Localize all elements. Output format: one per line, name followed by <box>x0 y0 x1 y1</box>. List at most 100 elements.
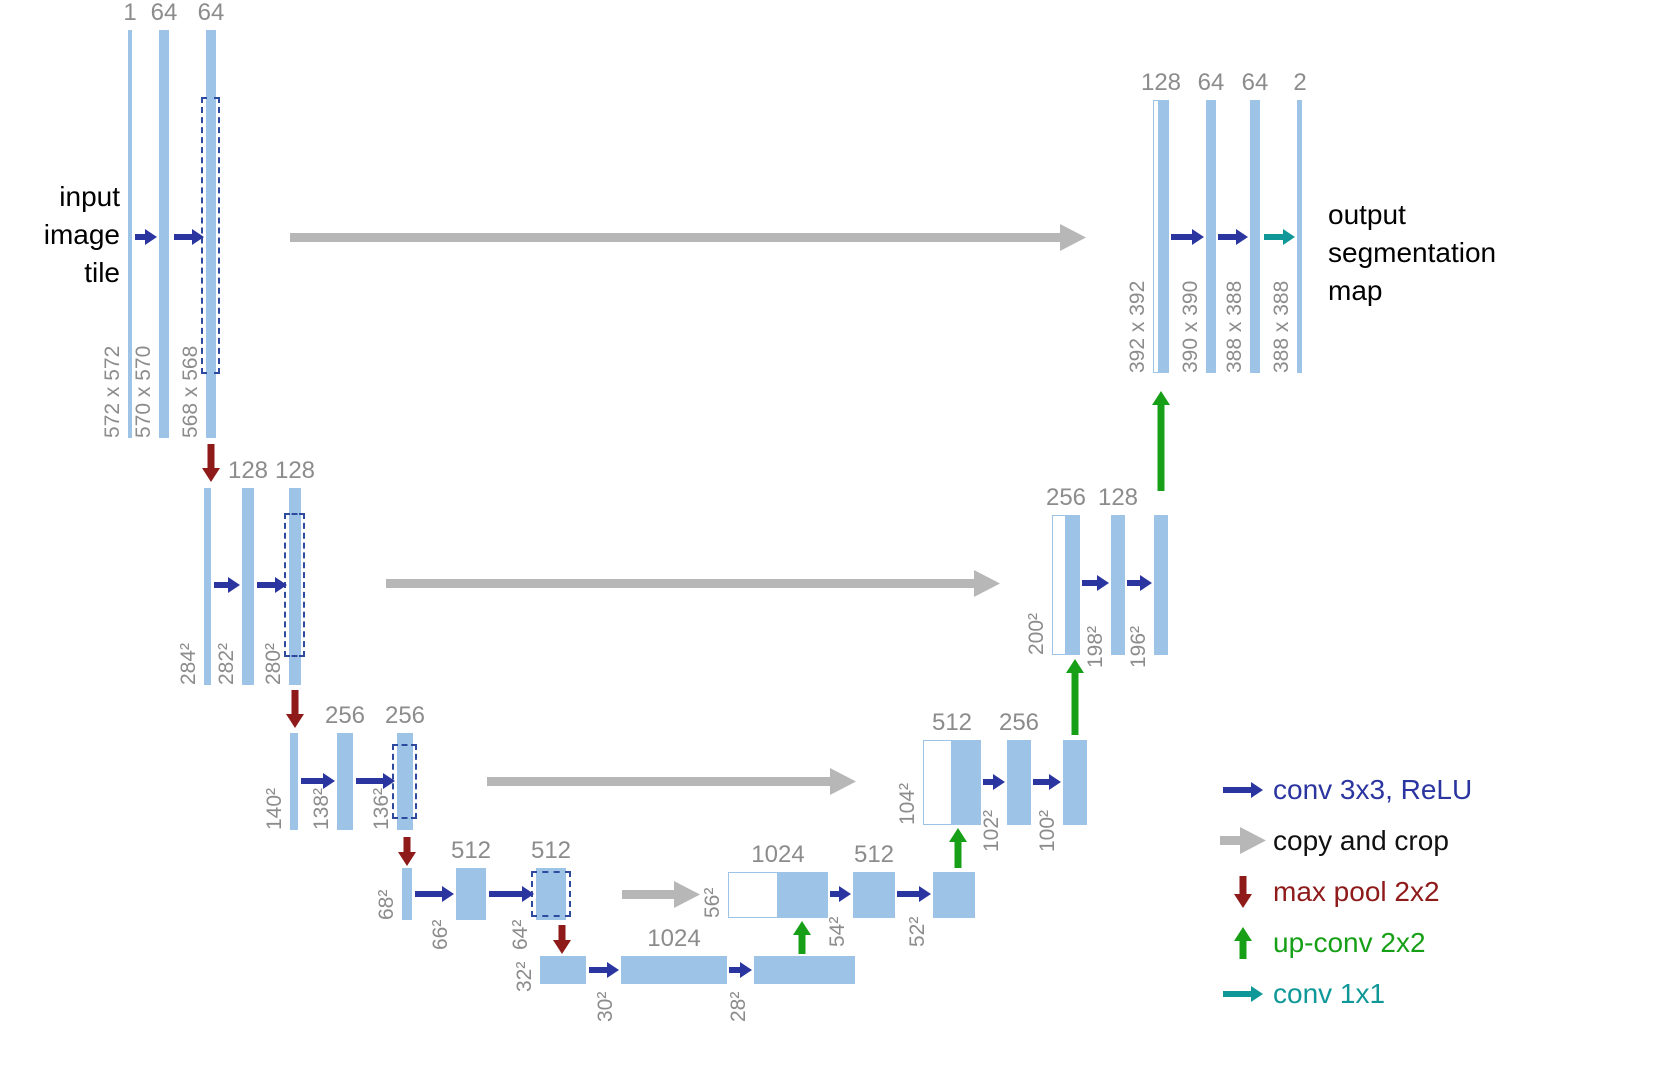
spatial-size-label: 140² <box>263 787 286 830</box>
conv1x1-arrow <box>1264 229 1295 245</box>
conv3x3-arrow <box>983 774 1005 790</box>
copied-feature-bar <box>1052 515 1066 655</box>
legend-label-conv3x3: conv 3x3, ReLU <box>1273 773 1473 805</box>
spatial-size-label: 138² <box>310 787 333 830</box>
spatial-size-label: 390 x 390 <box>1179 280 1202 373</box>
legend-item-conv3x3: conv 3x3, ReLU <box>1213 764 1633 815</box>
maxpool-arrow-icon <box>1213 875 1273 908</box>
decoder-level-4-feature-map-bar <box>933 872 975 918</box>
conv3x3-arrow <box>1171 229 1204 245</box>
conv1x1-arrow-glyph <box>1223 985 1263 1002</box>
encoder-level-4-feature-map-bar <box>536 868 566 920</box>
channel-count-label: 256 <box>1045 484 1087 511</box>
spatial-size-label: 102² <box>980 809 1003 852</box>
maxpool-arrow <box>553 925 571 954</box>
channel-count-label: 512 <box>530 837 572 864</box>
legend-item-maxpool: max pool 2x2 <box>1213 866 1633 917</box>
upconv-arrow <box>949 828 967 868</box>
spatial-size-label: 56² <box>701 887 724 918</box>
channel-count-label: 64 <box>150 0 178 26</box>
channel-count-label: 2 <box>1293 69 1307 96</box>
channel-count-label: 256 <box>324 702 366 729</box>
conv3x3-arrow <box>415 886 454 902</box>
channel-count-label: 1024 <box>647 925 701 952</box>
upconv-arrow-glyph <box>1234 926 1252 959</box>
copy-crop-arrow <box>290 223 1086 251</box>
encoder-level-2-feature-map-bar <box>289 488 301 685</box>
conv3x3-arrow <box>301 773 335 789</box>
copied-feature-bar <box>728 872 778 918</box>
decoder-level-1-feature-map-bar <box>1159 100 1169 373</box>
copy-crop-arrow <box>622 880 700 908</box>
output-map-bar <box>1297 100 1302 373</box>
spatial-size-label: 64² <box>509 919 532 950</box>
channel-count-label: 128 <box>274 457 316 484</box>
bottleneck-feature-map-bar <box>540 956 586 984</box>
spatial-size-label: 388 x 388 <box>1270 280 1293 373</box>
maxpool-arrow <box>286 690 304 728</box>
conv1x1-arrow-icon <box>1213 985 1273 1002</box>
conv3x3-arrow <box>257 577 287 593</box>
decoder-level-3-feature-map-bar <box>1007 740 1031 825</box>
output-segmentation-map-label: output segmentation map <box>1328 196 1578 310</box>
spatial-size-label: 198² <box>1084 625 1107 668</box>
spatial-size-label: 282² <box>215 642 238 685</box>
input-label-line-2: image <box>43 219 120 250</box>
channel-count-label: 64 <box>1197 69 1225 96</box>
conv3x3-arrow <box>214 577 240 593</box>
maxpool-arrow <box>202 444 220 482</box>
copy-crop-arrow <box>487 767 856 795</box>
spatial-size-label: 28² <box>727 991 750 1022</box>
upconv-arrow <box>1066 659 1084 735</box>
conv3x3-arrow <box>356 773 395 789</box>
crop-region-outline <box>201 97 220 374</box>
encoder-level-2-feature-map-bar <box>204 488 211 685</box>
conv3x3-arrow-glyph <box>1223 781 1263 798</box>
conv3x3-arrow <box>135 229 157 245</box>
decoder-level-2-feature-map-bar <box>1066 515 1080 655</box>
spatial-size-label: 30² <box>594 991 617 1022</box>
channel-count-label: 128 <box>227 457 269 484</box>
upconv-arrow <box>1152 391 1170 491</box>
spatial-size-label: 196² <box>1127 625 1150 668</box>
conv3x3-arrow <box>589 962 619 978</box>
spatial-size-label: 392 x 392 <box>1126 280 1149 373</box>
spatial-size-label: 100² <box>1036 809 1059 852</box>
conv3x3-arrow <box>1033 774 1061 790</box>
conv3x3-arrow <box>489 886 534 902</box>
encoder-level-1-feature-map-bar <box>159 30 169 438</box>
channel-count-label: 512 <box>853 841 895 868</box>
channel-count-label: 256 <box>998 709 1040 736</box>
output-label-line-3: map <box>1328 275 1383 306</box>
decoder-level-4-feature-map-bar <box>853 872 895 918</box>
conv3x3-arrow-icon <box>1213 781 1273 798</box>
crop-region-outline <box>284 513 305 657</box>
spatial-size-label: 32² <box>513 961 536 992</box>
output-label-line-1: output <box>1328 199 1406 230</box>
copied-feature-bar <box>1153 100 1159 373</box>
spatial-size-label: 280² <box>262 642 285 685</box>
channel-count-label: 64 <box>1241 69 1269 96</box>
spatial-size-label: 68² <box>375 889 398 920</box>
input-image-tile-label: input image tile <box>28 178 120 292</box>
upconv-arrow <box>793 921 811 954</box>
legend-label-copy-crop: copy and crop <box>1273 824 1449 856</box>
bottleneck-feature-map-bar <box>621 956 727 984</box>
copy-crop-arrow-icon <box>1213 827 1273 854</box>
channel-count-label: 1024 <box>751 841 805 868</box>
encoder-level-3-feature-map-bar <box>290 733 298 830</box>
spatial-size-label: 54² <box>826 916 849 947</box>
output-label-line-2: segmentation <box>1328 237 1497 268</box>
spatial-size-label: 570 x 570 <box>132 345 155 438</box>
crop-region-outline <box>392 744 417 819</box>
channel-count-label: 128 <box>1097 484 1139 511</box>
conv3x3-arrow <box>1082 575 1109 591</box>
maxpool-arrow <box>398 837 416 866</box>
channel-count-label: 512 <box>931 709 973 736</box>
spatial-size-label: 200² <box>1025 612 1048 655</box>
upconv-arrow-icon <box>1213 926 1273 959</box>
spatial-size-label: 104² <box>896 782 919 825</box>
legend-label-upconv: up-conv 2x2 <box>1273 926 1426 958</box>
spatial-size-label: 572 x 572 <box>101 345 124 438</box>
encoder-level-1-feature-map-bar <box>206 30 216 438</box>
